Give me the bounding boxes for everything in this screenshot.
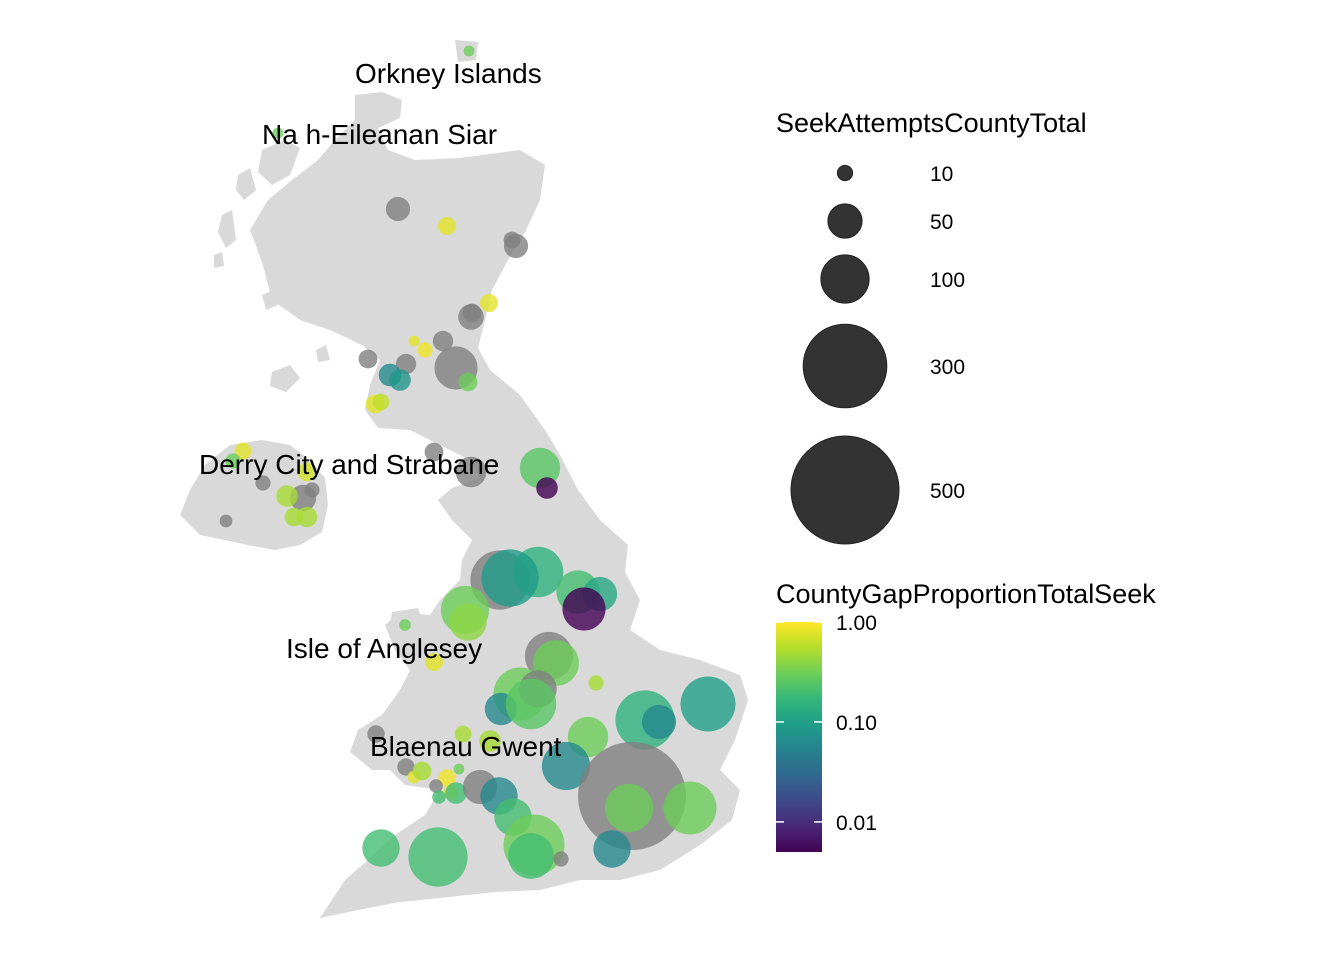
size-legend-label: 50: [930, 211, 953, 234]
county-bubble: [680, 676, 736, 732]
county-bubble: [234, 442, 252, 460]
county-bubble: [536, 477, 558, 499]
county-bubble: [445, 782, 467, 804]
county-bubble: [408, 335, 420, 347]
color-legend-title: CountyGapProportionTotalSeek: [776, 579, 1156, 609]
county-bubble: [429, 779, 443, 793]
county-bubble: [255, 475, 271, 491]
county-labels: Orkney Islands Na h-Eileanan Siar Derry Ci…: [199, 58, 562, 762]
hebrides-island-1: [258, 140, 300, 185]
county-bubble: [463, 45, 475, 57]
size-legend-bubble: [802, 323, 888, 409]
size-legend-bubble: [827, 203, 863, 239]
county-bubble: [505, 678, 557, 730]
county-bubble: [449, 603, 487, 641]
size-legend-bubble: [790, 435, 900, 545]
size-legend-label: 10: [930, 163, 953, 186]
inner-isle-3: [316, 345, 330, 362]
hebrides-island-3: [218, 210, 236, 248]
color-legend-bar: [776, 622, 822, 852]
county-bubble: [424, 442, 444, 462]
county-bubble: [362, 829, 400, 867]
county-bubble: [358, 349, 378, 369]
county-bubble: [593, 830, 631, 868]
county-bubble: [458, 372, 478, 392]
hebrides-island-4: [214, 252, 224, 268]
county-label-siar: Na h-Eileanan Siar: [262, 119, 497, 150]
county-bubble: [663, 781, 717, 835]
county-bubble: [541, 741, 591, 791]
size-legend: SeekAttemptsCountyTotal 10 50 100 300 500: [776, 108, 1087, 545]
county-bubble: [455, 456, 487, 488]
county-bubble: [480, 294, 498, 312]
county-bubble: [389, 369, 411, 391]
county-bubble: [304, 482, 320, 498]
county-bubble: [479, 730, 501, 752]
color-legend-tick-label: 0.10: [836, 712, 877, 735]
county-bubble: [412, 761, 432, 781]
county-bubble: [395, 353, 417, 375]
county-bubble: [553, 851, 569, 867]
county-bubble: [588, 675, 604, 691]
county-bubble: [453, 763, 465, 775]
county-bubble: [562, 587, 606, 631]
county-bubble: [432, 790, 446, 804]
county-bubble: [641, 704, 677, 740]
size-legend-label: 300: [930, 356, 965, 379]
county-bubble: [276, 485, 298, 507]
county-bubble: [438, 769, 456, 787]
size-legend-bubble: [836, 164, 854, 182]
size-legend-title: SeekAttemptsCountyTotal: [776, 108, 1087, 138]
size-legend-bubble: [820, 254, 870, 304]
size-legend-label: 100: [930, 269, 965, 292]
county-bubble: [408, 827, 468, 887]
county-bubble: [462, 303, 482, 323]
inner-isle-1: [262, 290, 278, 310]
county-bubble: [417, 342, 433, 358]
county-bubble: [425, 653, 443, 671]
county-bubble: [481, 549, 539, 607]
county-label-anglesey: Isle of Anglesey: [286, 633, 482, 664]
county-bubble: [508, 833, 554, 879]
county-label-orkney: Orkney Islands: [355, 58, 542, 89]
county-bubble: [503, 233, 529, 259]
county-bubble: [219, 514, 233, 528]
color-legend-tick-label: 0.01: [836, 812, 877, 835]
county-label-derry: Derry City and Strabane: [199, 449, 499, 480]
county-bubble: [454, 725, 472, 743]
county-bubble: [397, 758, 415, 776]
color-legend-tick-label: 1.00: [836, 612, 877, 635]
hebrides-island-2: [236, 168, 256, 200]
county-bubble: [225, 453, 241, 469]
county-bubble: [604, 783, 654, 833]
county-bubble: [438, 217, 456, 235]
size-legend-label: 500: [930, 480, 965, 503]
county-bubble: [385, 196, 411, 222]
county-bubble: [297, 462, 317, 482]
county-bubble: [432, 330, 454, 352]
county-bubble: [296, 506, 318, 528]
color-legend: CountyGapProportionTotalSeek 1.00 0.10 0.01: [776, 579, 1156, 852]
county-label-blaenau: Blaenau Gwent: [370, 731, 562, 762]
county-bubbles: [219, 45, 736, 887]
county-bubble: [399, 619, 411, 631]
county-bubble: [372, 393, 390, 411]
county-bubble: [367, 725, 385, 743]
county-bubble: [272, 127, 284, 139]
inner-isle-2: [270, 365, 300, 392]
